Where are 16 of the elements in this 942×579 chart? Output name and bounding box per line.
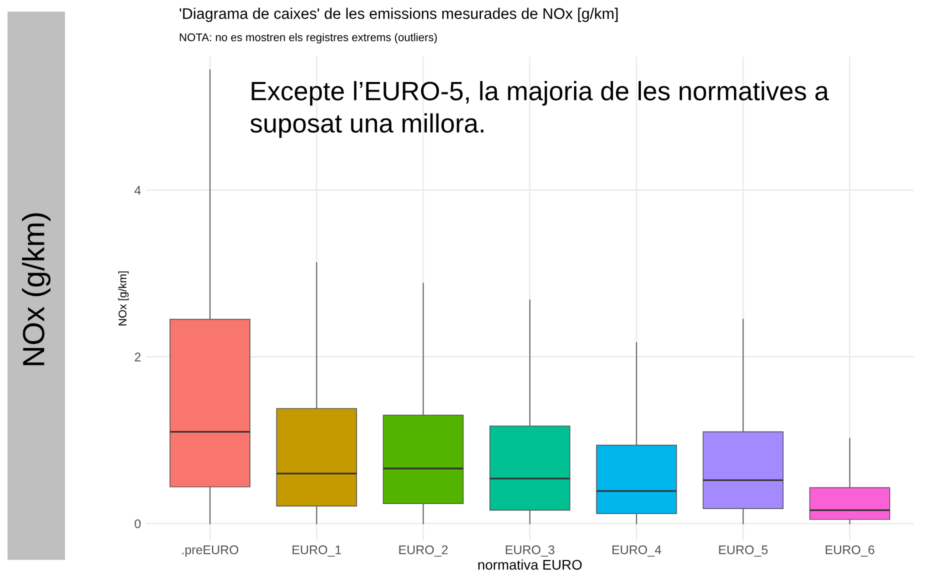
chart-title: 'Diagrama de caixes' de les emissions mesurades de NOx [g/km] <box>180 8 618 22</box>
y-tick-label: 0 <box>134 519 141 528</box>
x-tick-label: EURO_3 <box>506 545 554 557</box>
text: NOx (g/km) <box>22 213 51 366</box>
x-axis-title: normativa EURO <box>478 560 582 570</box>
x-tick-label: EURO_2 <box>399 545 448 557</box>
annotation: Excepte l’EURO-5, la majoria de les normatives a suposat una millora. <box>250 81 829 138</box>
x-tick-label: EURO_5 <box>719 545 768 557</box>
x-tick-label: EURO_1 <box>292 545 342 557</box>
chart-subtitle: NOTA: no es mostren els registres extrems (outliers) <box>180 33 437 44</box>
y-axis-title: NOx [g/km] <box>118 271 129 326</box>
x-tick-label: .preEURO <box>182 545 238 557</box>
x-tick-label: EURO_4 <box>612 545 662 557</box>
y-tick-label: 4 <box>134 186 141 195</box>
y-tick-label: 2 <box>134 352 141 362</box>
x-tick-label: EURO_6 <box>826 545 874 557</box>
